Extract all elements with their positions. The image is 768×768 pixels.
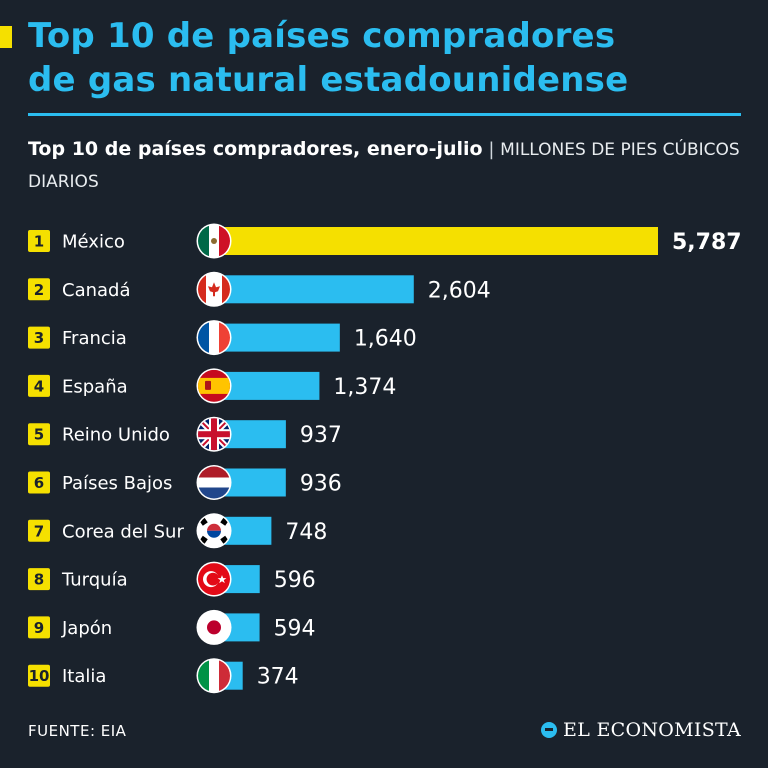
flag-uk-icon [198, 418, 230, 451]
value-label: 1,640 [354, 327, 417, 352]
value-label: 1,374 [333, 375, 396, 400]
subtitle-unit: MILLONES DE PIES CÚBICOS DIARIOS [28, 140, 740, 192]
rank-badge [28, 664, 50, 687]
bar-row: 4 España 1,374 [28, 368, 396, 404]
bar-row: 6 Países Bajos 936 [28, 465, 342, 500]
value-label: 2,604 [428, 278, 491, 303]
rank-badge [28, 230, 50, 252]
bar-row: 10 Italia 374 [28, 658, 299, 694]
rank-label: 4 [34, 377, 44, 395]
source-note: FUENTE: EIA [28, 722, 127, 740]
subtitle-main: Top 10 de países compradores, enero-juli… [28, 138, 483, 160]
rank-badge [28, 278, 50, 301]
title-divider [28, 113, 741, 116]
rank-label: 10 [29, 667, 50, 685]
country-label: Francia [62, 328, 127, 349]
rank-label: 3 [34, 329, 44, 347]
bar-row: 7 Corea del Sur 748 [28, 513, 327, 549]
brand-icon [541, 722, 558, 738]
flag-turkey-icon [198, 563, 230, 596]
country-label: Reino Unido [62, 425, 170, 446]
title-accent-block [0, 26, 12, 48]
rank-label: 7 [34, 522, 44, 540]
rank-label: 8 [34, 571, 44, 589]
value-label: 594 [274, 616, 316, 641]
country-label: Italia [62, 666, 106, 687]
rank-badge [28, 374, 50, 397]
flag-france-icon [198, 321, 230, 354]
rank-badge [28, 616, 50, 639]
value-label: 937 [300, 423, 342, 448]
bar [214, 323, 340, 352]
rank-badge [28, 519, 50, 542]
value-label: 374 [257, 665, 299, 690]
brand-logo: EL ECONOMISTA [541, 719, 741, 741]
chart-subtitle: Top 10 de países compradores, enero-juli… [28, 134, 748, 198]
page-title: Top 10 de países compradores de gas natu… [28, 14, 748, 102]
rank-label: 6 [34, 474, 44, 492]
value-label: 936 [300, 472, 342, 497]
country-label: México [62, 232, 125, 253]
value-label: 596 [274, 568, 316, 593]
rank-badge [28, 423, 50, 446]
bar-row: 3 Francia 1,640 [28, 320, 417, 356]
country-label: España [62, 376, 128, 397]
rank-label: 2 [34, 281, 44, 299]
rank-badge [28, 568, 50, 591]
flag-south-korea-icon [198, 514, 230, 547]
rank-label: 5 [34, 426, 44, 444]
country-label: Países Bajos [62, 473, 172, 494]
rank-label: 9 [34, 619, 44, 637]
rank-label: 1 [34, 233, 44, 251]
flag-spain-icon [198, 369, 230, 402]
bar-row: 5 Reino Unido 937 [28, 416, 342, 452]
country-label: Corea del Sur [62, 521, 184, 542]
bar [214, 371, 320, 400]
brand-name: EL ECONOMISTA [563, 719, 741, 741]
title-line-2: de gas natural estadounidense [28, 60, 629, 100]
bar [214, 227, 658, 255]
value-label: 748 [285, 520, 327, 545]
title-line-1: Top 10 de países compradores [28, 16, 616, 56]
country-label: Canadá [62, 280, 131, 301]
flag-canada-icon [198, 273, 230, 306]
subtitle-separator: | [488, 139, 495, 160]
flag-italy-icon [198, 659, 230, 692]
flag-mexico-icon [198, 225, 230, 257]
bar-row: 8 Turquía 596 [28, 561, 316, 597]
bar-row: 2 Canadá 2,604 [28, 271, 491, 307]
bar-row: 1 México 5,787 [28, 223, 742, 259]
bar-row: 9 Japón 594 [28, 609, 316, 645]
country-label: Japón [61, 618, 112, 639]
value-label: 5,787 [672, 230, 742, 255]
flag-japan-icon [198, 611, 230, 644]
bar [214, 275, 414, 304]
rank-badge [28, 471, 50, 494]
country-label: Turquía [61, 570, 128, 591]
flag-netherlands-icon [198, 466, 230, 499]
rank-badge [28, 326, 50, 349]
